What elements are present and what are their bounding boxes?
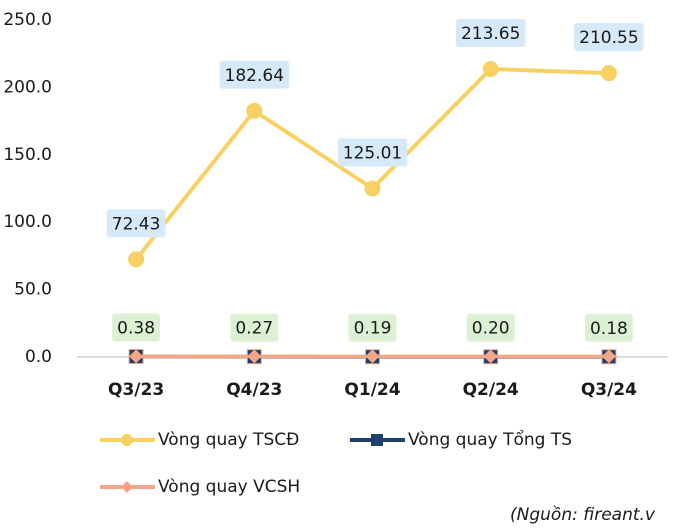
marker (482, 60, 499, 77)
marker (247, 349, 262, 364)
x-tick-label: Q1/24 (344, 380, 400, 400)
y-tick-label: 0.0 (25, 347, 52, 367)
x-tick-label: Q2/24 (463, 380, 519, 400)
data-label: 0.19 (354, 319, 392, 339)
marker (601, 349, 616, 364)
data-label: 125.01 (343, 143, 402, 163)
marker (246, 102, 263, 119)
data-label: 72.43 (112, 214, 161, 234)
data-label-bg (230, 313, 279, 342)
data-label-bg (455, 18, 526, 47)
source: (Nguồn: fireant.v (510, 504, 656, 525)
y-tick-label: 50.0 (14, 280, 52, 300)
legend-label: Vòng quay Tổng TS (408, 429, 572, 450)
data-label-bg (219, 60, 290, 89)
data-label-bg (106, 209, 166, 238)
marker (121, 481, 133, 493)
marker (371, 434, 383, 446)
data-label: 0.38 (117, 318, 155, 338)
data-label-bg (337, 138, 408, 167)
y-tick-label: 200.0 (3, 77, 52, 97)
marker (121, 434, 133, 446)
marker (483, 349, 498, 364)
x-tick-label: Q4/23 (226, 380, 282, 400)
data-label: 210.55 (579, 28, 638, 48)
y-tick-label: 250.0 (3, 10, 52, 30)
legend-label: Vòng quay TSCĐ (158, 430, 299, 450)
y-tick-label: 100.0 (3, 212, 52, 232)
data-label-bg (112, 313, 161, 342)
data-label: 0.18 (590, 319, 628, 339)
data-label-bg (584, 313, 633, 342)
x-tick-label: Q3/24 (581, 380, 637, 400)
y-tick-label: 150.0 (3, 145, 52, 165)
marker (365, 349, 380, 364)
data-label: 0.27 (235, 319, 273, 339)
data-label: 182.64 (225, 66, 284, 86)
data-label-bg (574, 23, 644, 52)
data-label: 213.65 (461, 24, 520, 44)
data-label: 0.20 (472, 319, 510, 339)
data-label-bg (466, 313, 515, 342)
marker (364, 180, 381, 197)
marker (600, 65, 617, 82)
marker (129, 349, 144, 364)
marker (128, 251, 145, 268)
data-label-bg (348, 313, 397, 342)
legend-label: Vòng quay VCSH (158, 477, 300, 497)
x-tick-label: Q3/23 (108, 380, 164, 400)
